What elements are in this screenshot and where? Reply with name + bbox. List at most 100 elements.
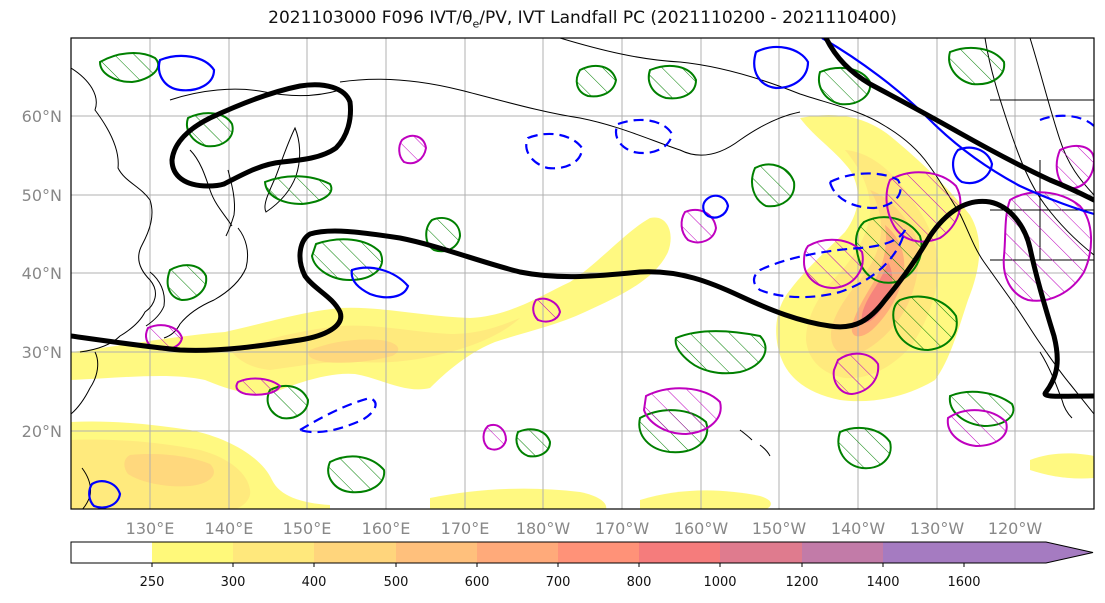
pv-solid-3 bbox=[753, 45, 810, 90]
green-contour-14 bbox=[327, 455, 386, 494]
colorbar-ticks bbox=[151, 563, 965, 567]
lat-label-50: 50°N bbox=[22, 186, 62, 205]
colorbar-label-600: 600 bbox=[465, 575, 490, 590]
theta-e-contour-main bbox=[71, 198, 1094, 399]
green-contour-11 bbox=[837, 426, 892, 470]
lon-label-170e: 170°E bbox=[441, 519, 490, 538]
colorbar-label-400: 400 bbox=[302, 575, 327, 590]
lat-label-60: 60°N bbox=[22, 107, 62, 126]
coastline-okhotsk-west bbox=[189, 149, 233, 227]
green-contour-20 bbox=[575, 64, 618, 98]
magenta-contour-3 bbox=[802, 238, 864, 290]
pv-solid-1 bbox=[157, 54, 216, 92]
green-contour-3 bbox=[263, 175, 333, 206]
lon-label-160e: 160°E bbox=[362, 519, 411, 538]
pv-dashed-6 bbox=[1039, 114, 1094, 127]
colorbar-segment-500-600 bbox=[396, 542, 477, 563]
coastline-sakhalin bbox=[225, 169, 235, 237]
green-contour-18 bbox=[892, 295, 958, 352]
magenta-contour-8 bbox=[832, 352, 880, 396]
green-contours bbox=[98, 46, 1015, 494]
coastline-baja bbox=[1039, 351, 1073, 419]
coastline-siberia-north bbox=[169, 88, 341, 101]
lon-label-160w: 160°W bbox=[674, 519, 729, 538]
theta-e-contours bbox=[71, 38, 1094, 399]
magenta-contour-10 bbox=[482, 424, 508, 451]
magenta-contour-5 bbox=[1002, 191, 1093, 302]
magenta-contour-4 bbox=[885, 171, 962, 243]
colorbar-label-1400: 1400 bbox=[866, 575, 899, 590]
coastline-north-america bbox=[927, 163, 1094, 415]
pv-solid-2 bbox=[350, 266, 410, 299]
green-contour-9 bbox=[674, 330, 767, 375]
colorbar-label-700: 700 bbox=[546, 575, 571, 590]
green-contour-2 bbox=[186, 112, 234, 148]
colorbar-segment-above-1600 bbox=[964, 542, 1093, 563]
colorbar-segment-600-700 bbox=[477, 542, 558, 563]
coastline-korea bbox=[145, 271, 165, 327]
lon-label-150e: 150°E bbox=[283, 519, 332, 538]
coastline-aleutians bbox=[339, 78, 801, 156]
lon-label-140e: 140°E bbox=[205, 519, 254, 538]
coastline-alaska bbox=[559, 38, 929, 165]
title-rest: /PV, IVT Landfall PC (2021110200 - 20211… bbox=[479, 8, 897, 28]
colorbar-segment-1200-1400 bbox=[802, 542, 883, 563]
colorbar-labels: 250 300 400 500 600 700 800 1000 1200 14… bbox=[140, 575, 981, 590]
longitude-labels: 130°E 140°E 150°E 160°E 170°E 180°W 170°… bbox=[126, 519, 1043, 538]
map-content bbox=[71, 38, 1094, 509]
green-contour-13 bbox=[266, 384, 310, 420]
pv-solid-6 bbox=[88, 480, 122, 509]
colorbar-label-1000: 1000 bbox=[703, 575, 736, 590]
magenta-contour-12 bbox=[235, 377, 282, 396]
coastline-hawaii bbox=[739, 429, 771, 457]
colorbar: 250 300 400 500 600 700 800 1000 1200 14… bbox=[70, 541, 1094, 590]
pv-solid-5 bbox=[702, 194, 730, 219]
lon-label-120w: 120°W bbox=[988, 519, 1043, 538]
lat-label-30: 30°N bbox=[22, 343, 62, 362]
theta-e-contour-north bbox=[169, 82, 353, 189]
lon-label-150w: 150°W bbox=[752, 519, 807, 538]
colorbar-segment-400-500 bbox=[314, 542, 396, 563]
pv-dashed-5 bbox=[297, 396, 377, 434]
magenta-contour-13 bbox=[532, 297, 562, 323]
pv-dashed-3 bbox=[752, 229, 907, 299]
lon-label-130w: 130°W bbox=[910, 519, 965, 538]
colorbar-outline bbox=[70, 541, 1094, 564]
magenta-contour-9 bbox=[946, 409, 1008, 448]
colorbar-label-250: 250 bbox=[140, 575, 165, 590]
green-contour-8 bbox=[751, 163, 796, 208]
colorbar-segment-below-250 bbox=[71, 542, 152, 563]
colorbar-segment-250-300 bbox=[152, 542, 233, 563]
lon-label-130e: 130°E bbox=[126, 519, 175, 538]
magenta-contour-6 bbox=[1055, 144, 1094, 190]
green-contour-7 bbox=[647, 64, 698, 100]
ivt-band-250-far-east bbox=[1030, 453, 1094, 479]
colorbar-label-300: 300 bbox=[221, 575, 246, 590]
ivt-band-400-south bbox=[124, 454, 214, 487]
green-contour-4 bbox=[310, 238, 383, 282]
lat-label-40: 40°N bbox=[22, 264, 62, 283]
green-contour-1 bbox=[98, 52, 160, 84]
ivt-band-400-west bbox=[308, 339, 399, 363]
lon-label-140w: 140°W bbox=[831, 519, 886, 538]
coastline-asia bbox=[71, 67, 156, 415]
pv-solid-7 bbox=[952, 146, 994, 185]
pv-contours bbox=[88, 38, 1094, 509]
latitude-labels: 20°N 30°N 40°N 50°N 60°N bbox=[22, 107, 62, 441]
colorbar-label-1600: 1600 bbox=[947, 575, 980, 590]
green-contour-19 bbox=[515, 428, 552, 458]
green-contour-16 bbox=[948, 46, 1006, 86]
colorbar-label-1200: 1200 bbox=[785, 575, 818, 590]
ivt-band-250-tropic-east bbox=[640, 490, 771, 509]
green-contour-5 bbox=[166, 264, 208, 302]
map-frame bbox=[70, 37, 1095, 510]
colorbar-label-800: 800 bbox=[627, 575, 652, 590]
magenta-contour-1 bbox=[398, 134, 428, 165]
title-subscript: e bbox=[472, 17, 480, 31]
pv-dashed-4 bbox=[828, 172, 902, 210]
lon-label-180w: 180°W bbox=[516, 519, 571, 538]
lon-label-170w: 170°W bbox=[595, 519, 650, 538]
figure-title: 2021103000 F096 IVT/θe/PV, IVT Landfall … bbox=[0, 8, 1105, 30]
theta-e-contour-northeast bbox=[823, 38, 1094, 203]
